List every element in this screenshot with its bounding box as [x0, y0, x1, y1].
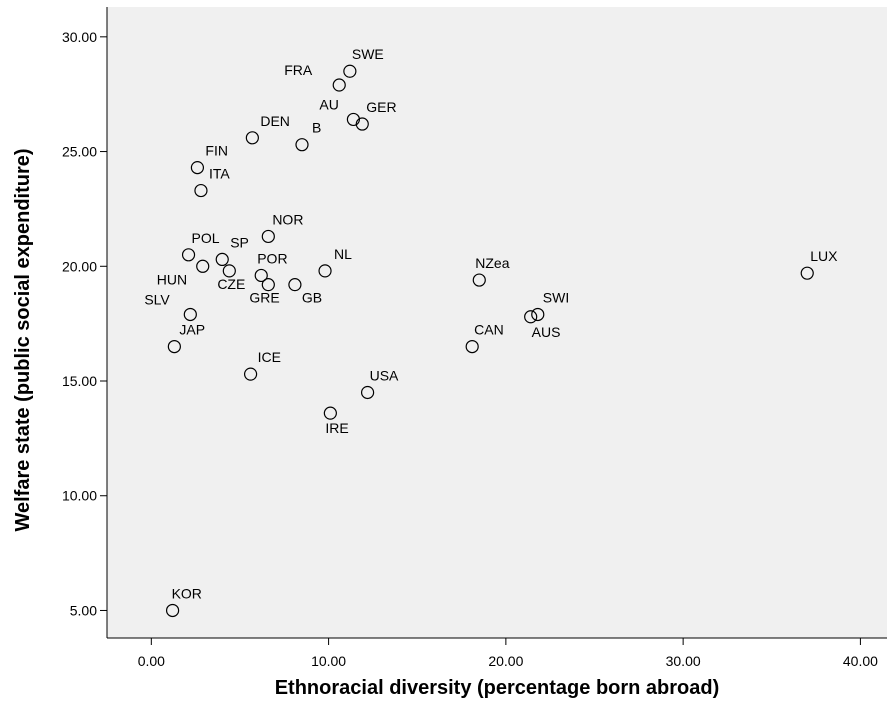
data-point-por	[254, 268, 268, 283]
point-label-lux: LUX	[810, 248, 838, 264]
data-point-gre	[261, 278, 275, 292]
data-point-swe	[343, 64, 357, 78]
point-label-aus: AUS	[532, 324, 561, 340]
y-tick-label: 20.00	[62, 258, 97, 274]
data-point-ice	[243, 367, 258, 381]
point-label-den: DEN	[260, 113, 290, 129]
point-label-cze: CZE	[217, 276, 245, 292]
data-point-ire	[323, 406, 337, 420]
point-label-fra: FRA	[284, 62, 313, 78]
point-label-nor: NOR	[272, 211, 303, 227]
point-label-sp: SP	[230, 234, 249, 250]
data-point-kor	[165, 603, 180, 618]
data-point-nzea	[472, 273, 486, 287]
point-label-gre: GRE	[249, 290, 279, 306]
point-label-nzea: NZea	[475, 255, 509, 271]
point-label-swi: SWI	[543, 289, 569, 305]
data-point-fra	[332, 78, 346, 92]
point-label-gb: GB	[302, 290, 322, 306]
data-point-b	[295, 138, 309, 152]
y-tick-label: 5.00	[70, 602, 97, 618]
y-tick-label: 10.00	[62, 488, 97, 504]
point-label-ger: GER	[366, 99, 396, 115]
data-point-usa	[360, 385, 375, 400]
x-axis-title: Ethnoracial diversity (percentage born a…	[275, 677, 720, 699]
data-point-gb	[288, 278, 302, 292]
data-point-aus	[524, 310, 538, 324]
data-point-ita	[194, 183, 208, 198]
point-label-hun: HUN	[157, 271, 187, 287]
x-tick-label: 30.00	[666, 653, 701, 669]
point-label-por: POR	[257, 250, 287, 266]
data-point-swi	[531, 307, 545, 322]
y-axis-title: Welfare state (public social expenditure…	[12, 148, 34, 531]
data-point-sp	[215, 252, 229, 266]
data-point-lux	[800, 266, 814, 280]
point-label-jap: JAP	[179, 322, 205, 338]
point-label-nl: NL	[334, 246, 352, 262]
x-tick-label: 20.00	[488, 653, 523, 669]
point-label-kor: KOR	[172, 585, 202, 601]
point-label-usa: USA	[370, 367, 399, 383]
data-point-jap	[167, 339, 181, 354]
x-tick-label: 10.00	[311, 653, 346, 669]
point-label-slv: SLV	[144, 291, 170, 307]
point-label-ire: IRE	[325, 420, 348, 436]
y-tick-label: 30.00	[62, 29, 97, 45]
data-point-au	[346, 112, 361, 127]
x-tick-label: 40.00	[843, 653, 878, 669]
plot-area	[107, 7, 887, 638]
data-point-can	[465, 339, 479, 354]
data-point-pol	[181, 248, 196, 262]
data-point-cze	[222, 264, 236, 278]
x-axis-ticks: 0.00 10.00 20.00 30.00 40.00	[138, 638, 878, 669]
point-labels: SWE FRA AU GER DEN B FIN ITA NOR POL SP HUN CZE POR NL…	[144, 46, 838, 601]
point-label-fin: FIN	[205, 143, 228, 159]
point-label-ita: ITA	[209, 166, 230, 182]
point-label-can: CAN	[474, 322, 504, 338]
point-label-au: AU	[319, 96, 338, 112]
data-point-fin	[190, 161, 205, 175]
point-label-ice: ICE	[258, 349, 281, 365]
data-point-slv	[183, 307, 197, 322]
data-point-nor	[261, 229, 275, 244]
data-point-nl	[318, 264, 332, 278]
y-tick-label: 15.00	[62, 373, 97, 389]
point-label-b: B	[312, 120, 321, 136]
data-point-hun	[196, 259, 210, 273]
point-label-pol: POL	[192, 230, 220, 246]
y-tick-label: 25.00	[62, 144, 97, 160]
x-tick-label: 0.00	[138, 653, 165, 669]
data-point-ger	[355, 117, 369, 131]
data-points	[165, 64, 814, 618]
data-point-den	[245, 131, 259, 145]
y-axis-ticks: 5.00 10.00 15.00 20.00 25.00 30.00	[62, 29, 107, 618]
point-label-swe: SWE	[352, 46, 384, 62]
